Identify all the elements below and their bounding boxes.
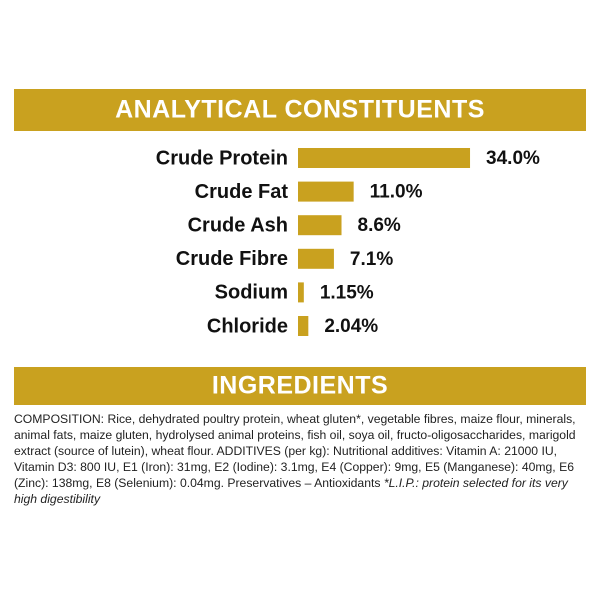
bar: [298, 316, 309, 336]
value-label: 2.04%: [324, 316, 378, 337]
header-band: [14, 367, 586, 405]
composition: COMPOSITION: Rice, dehydrated poultry pr…: [14, 412, 576, 490]
note: *L.I.P.: protein selected for its very h…: [14, 476, 568, 506]
category-label: Crude Ash: [188, 214, 288, 236]
ingredients-text: COMPOSITION: Rice, dehydrated poultry pr…: [14, 411, 586, 507]
value-label: 11.0%: [370, 182, 423, 203]
value-label: 34.0%: [486, 148, 540, 169]
value-label: 1.15%: [320, 282, 374, 303]
category-label: Crude Fat: [195, 181, 289, 203]
header-band: [14, 89, 586, 131]
category-label: Sodium: [215, 282, 288, 304]
bar: [298, 248, 334, 269]
bar: [298, 148, 471, 168]
category-label: Crude Fibre: [176, 248, 288, 270]
value-label: 7.1%: [350, 249, 393, 270]
bar: [298, 282, 304, 303]
chart-title: ANALYTICAL CONSTITUENTS: [115, 96, 485, 124]
category-label: Crude Protein: [156, 147, 288, 169]
category-label: Chloride: [207, 315, 288, 337]
section-title: INGREDIENTS: [212, 372, 388, 400]
bar: [298, 215, 342, 236]
bar: [298, 181, 354, 202]
value-label: 8.6%: [358, 215, 401, 236]
